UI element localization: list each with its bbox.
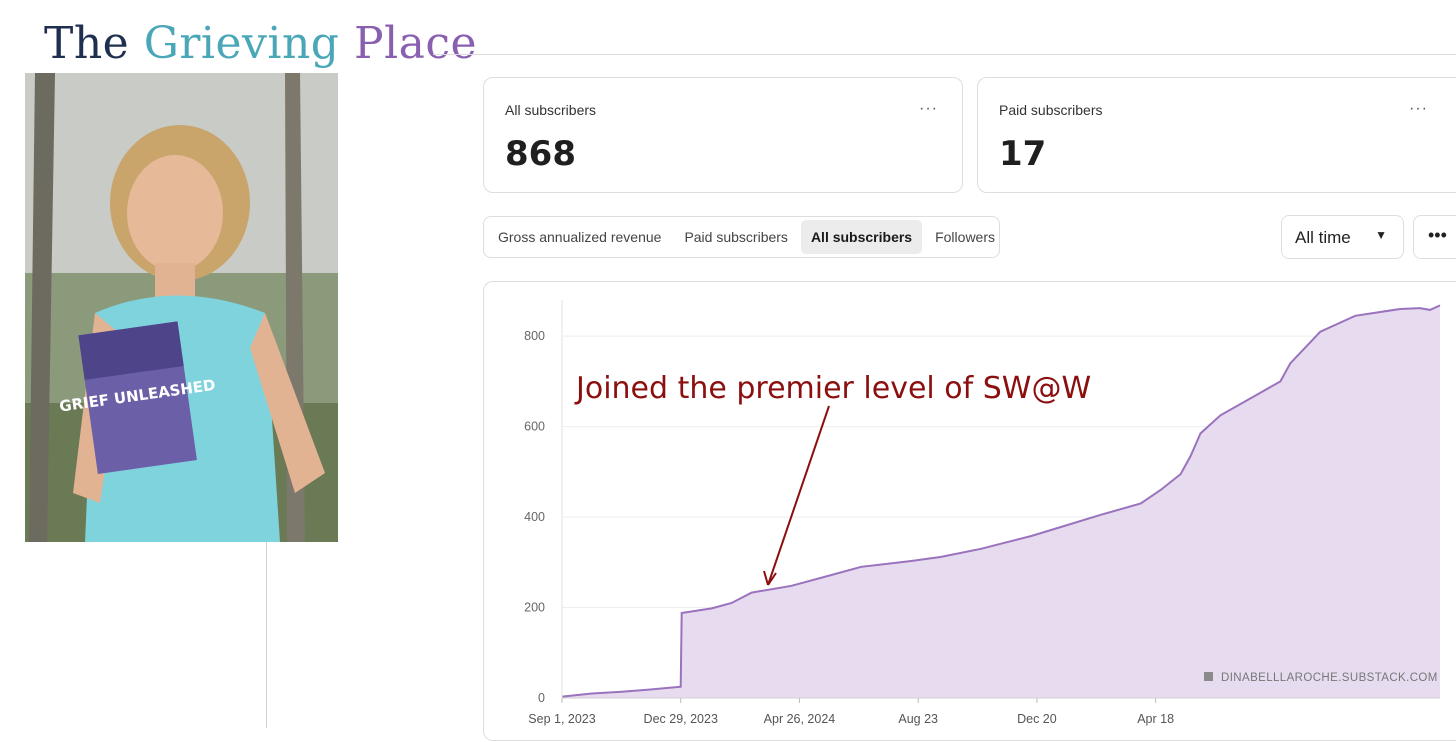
y-tick-label: 800 <box>524 329 545 343</box>
watermark-text: DINABELLLAROCHE.SUBSTACK.COM <box>1221 672 1438 684</box>
chart-series-line <box>561 304 1441 698</box>
substack-icon <box>1204 672 1213 681</box>
time-range-select[interactable]: All time ▼ <box>1281 215 1404 259</box>
subscriber-chart: 0 200 400 600 800 Sep 1, 2023 Dec 29, 2023 Apr… <box>524 300 1441 726</box>
y-tick-label: 0 <box>538 691 545 705</box>
chart-area <box>562 305 1440 698</box>
x-tick-label: Sep 1, 2023 <box>528 712 595 726</box>
paid-subscribers-label: Paid subscribers <box>999 102 1103 118</box>
more-options-icon[interactable]: ··· <box>919 100 938 117</box>
chart-annotation: Joined the premier level of SW@W <box>574 371 1091 406</box>
x-tick-label: Apr 18 <box>1137 712 1174 726</box>
column-divider <box>266 542 267 728</box>
logo-word-grieving: Grieving <box>143 18 340 69</box>
tab-gross-annualized-revenue[interactable]: Gross annualized revenue <box>498 229 662 245</box>
tab-paid-subscribers[interactable]: Paid subscribers <box>684 229 788 245</box>
x-tick-label: Aug 23 <box>898 712 938 726</box>
tab-all-subscribers[interactable]: All subscribers <box>800 220 923 254</box>
caret-down-icon: ▼ <box>1375 228 1387 242</box>
annotation-arrowhead <box>763 570 777 586</box>
x-tick-label: Dec 29, 2023 <box>644 712 718 726</box>
site-logo[interactable]: The Grieving Place <box>44 18 477 69</box>
logo-word-place: Place <box>353 18 478 69</box>
subscriber-chart-card: 0 200 400 600 800 Sep 1, 2023 Dec 29, 2023 Apr… <box>483 281 1456 741</box>
x-tick-label: Apr 26, 2024 <box>764 712 836 726</box>
logo-word-the: The <box>44 18 130 69</box>
metric-tabs: Gross annualized revenue Paid subscriber… <box>483 216 1000 258</box>
x-tick-label: Dec 20 <box>1017 712 1057 726</box>
more-options-icon[interactable]: ··· <box>1409 100 1428 117</box>
paid-subscribers-card: Paid subscribers 17 ··· <box>977 77 1456 193</box>
all-subscribers-label: All subscribers <box>505 102 597 118</box>
all-subscribers-card: All subscribers 868 ··· <box>483 77 963 193</box>
header-divider <box>433 54 1456 55</box>
more-options-icon: ••• <box>1428 225 1447 245</box>
author-photo: GRIEF UNLEASHED <box>25 73 338 542</box>
time-range-value: All time <box>1295 228 1351 247</box>
y-tick-label: 400 <box>524 510 545 524</box>
y-tick-label: 200 <box>524 601 545 615</box>
chart-more-button[interactable]: ••• <box>1413 215 1456 259</box>
paid-subscribers-value: 17 <box>999 134 1047 174</box>
tab-followers[interactable]: Followers <box>935 229 995 245</box>
y-tick-label: 600 <box>524 420 545 434</box>
annotation-arrow <box>767 405 830 586</box>
watermark: DINABELLLAROCHE.SUBSTACK.COM <box>1204 672 1438 684</box>
all-subscribers-value: 868 <box>505 134 576 174</box>
